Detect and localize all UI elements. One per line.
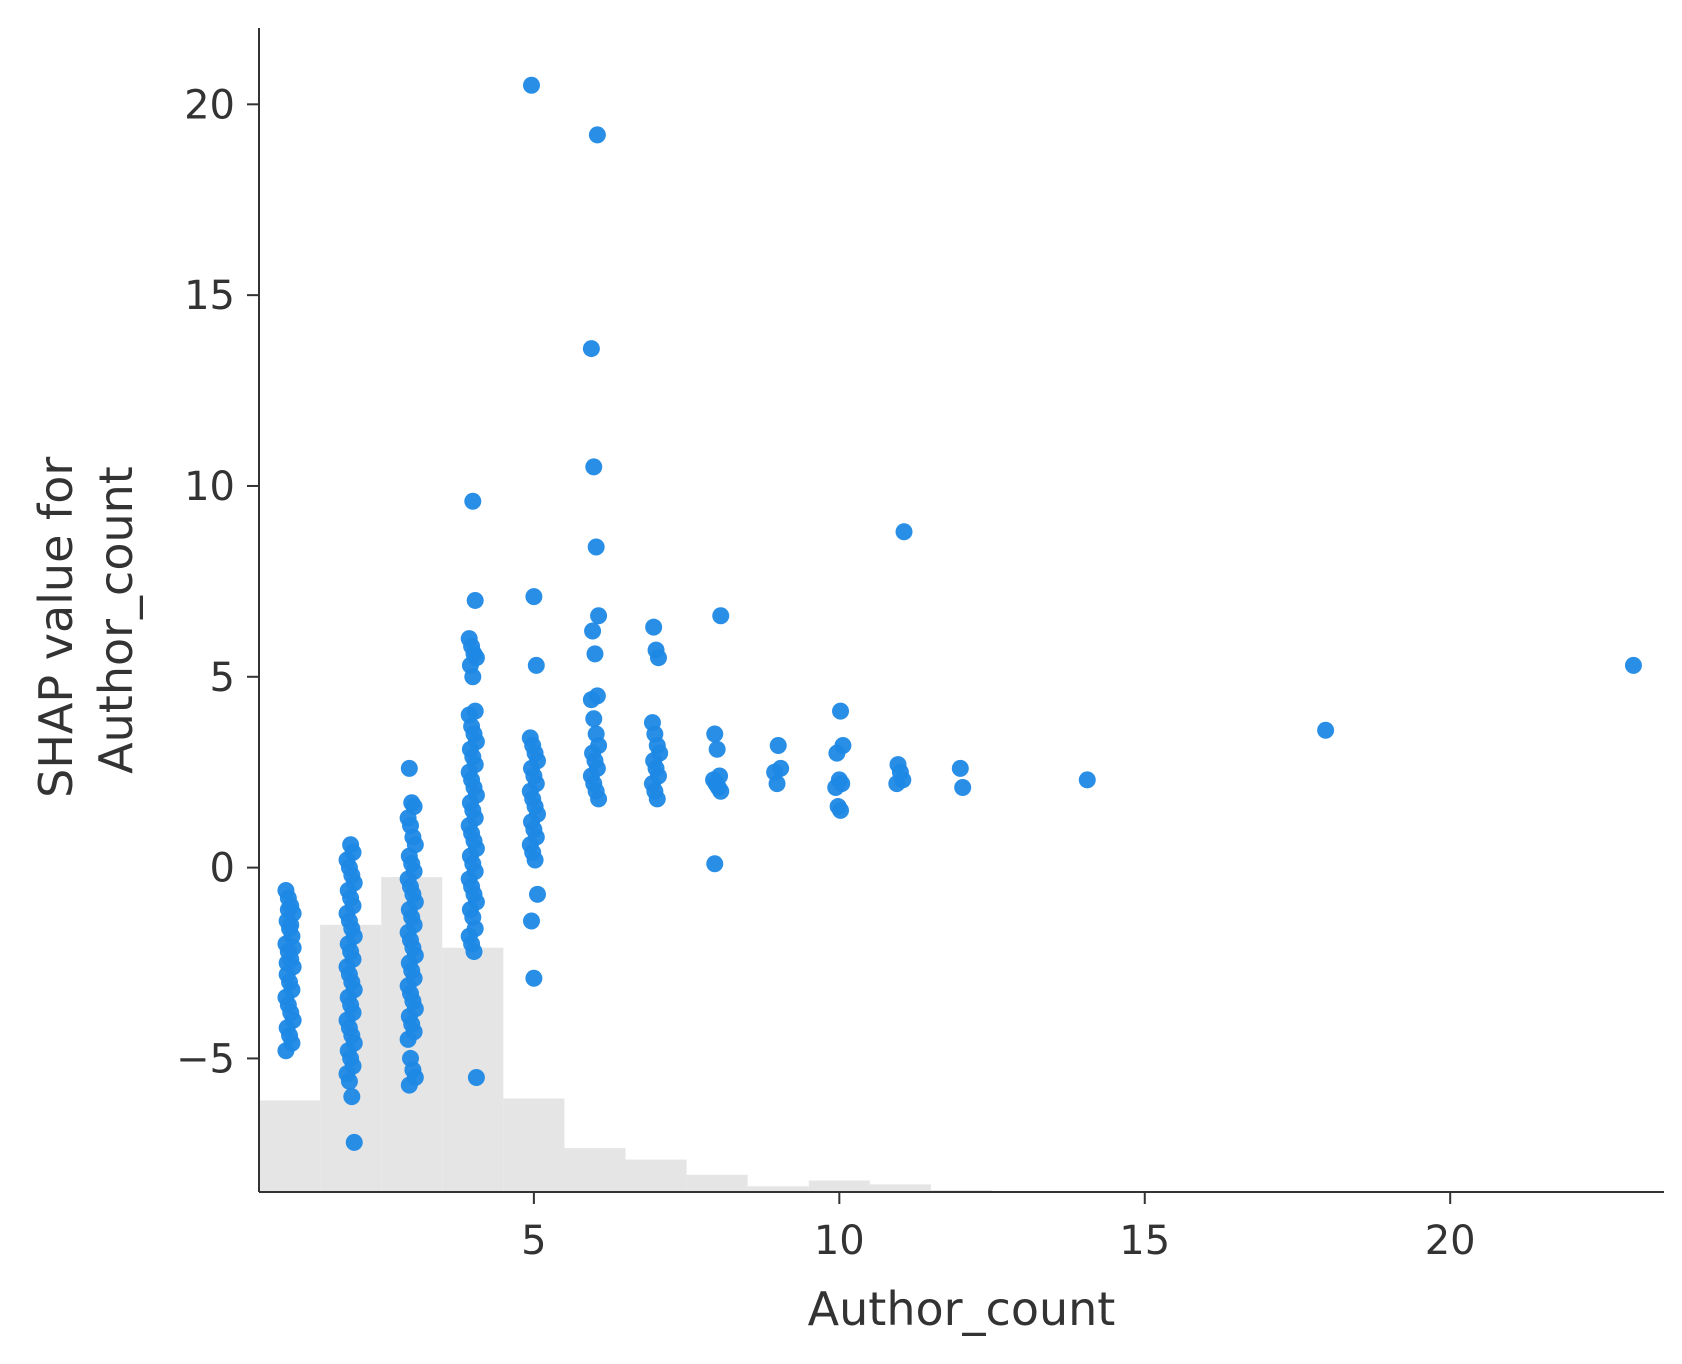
scatter-point xyxy=(525,969,543,987)
histogram-bar-7 xyxy=(686,1174,748,1192)
x-ticks: 5 10 15 20 xyxy=(521,1192,1476,1264)
scatter-point xyxy=(888,775,906,793)
scatter-point xyxy=(465,943,483,961)
scatter-point xyxy=(645,618,663,636)
x-tick-label: 5 xyxy=(521,1218,546,1264)
y-tick-label: 20 xyxy=(184,82,235,128)
y-tick-label: 15 xyxy=(184,273,235,319)
scatter-point xyxy=(588,126,606,144)
scatter-point xyxy=(1078,771,1096,789)
scatter-point xyxy=(585,710,603,728)
scatter-point xyxy=(582,691,600,709)
scatter-point xyxy=(590,790,608,808)
scatter-point xyxy=(522,912,540,930)
scatter-point xyxy=(464,492,482,510)
scatter-point xyxy=(466,591,484,609)
scatter-point xyxy=(345,1133,363,1151)
scatter-point xyxy=(400,759,418,777)
histogram-bar-5 xyxy=(564,1148,626,1192)
scatter-point xyxy=(832,801,850,819)
scatter-point xyxy=(525,588,543,606)
scatter-point xyxy=(277,1042,295,1060)
scatter-point xyxy=(1317,721,1335,739)
y-tick-label: −5 xyxy=(176,1036,235,1082)
scatter-point xyxy=(954,778,972,796)
histogram-layer xyxy=(259,877,993,1192)
y-tick-label: 10 xyxy=(184,464,235,510)
scatter-point xyxy=(895,523,913,541)
scatter-point xyxy=(585,458,603,476)
scatter-point xyxy=(827,778,845,796)
scatter-point xyxy=(1624,656,1642,674)
scatter-point xyxy=(343,1088,361,1106)
scatter-point xyxy=(769,736,787,754)
histogram-bar-0 xyxy=(259,1100,321,1192)
scatter-point xyxy=(706,855,724,873)
scatter-point xyxy=(282,916,300,934)
y-tick-label: 0 xyxy=(210,846,235,892)
scatter-point xyxy=(400,1076,418,1094)
scatter-point xyxy=(279,901,297,919)
scatter-point xyxy=(526,851,544,869)
scatter-points-layer xyxy=(277,76,1642,1151)
scatter-point xyxy=(467,1069,485,1087)
scatter-point xyxy=(278,954,296,972)
scatter-point xyxy=(527,656,545,674)
x-axis-label: Author_count xyxy=(808,1282,1116,1336)
scatter-point xyxy=(528,885,546,903)
histogram-bar-9 xyxy=(808,1180,870,1192)
scatter-point xyxy=(587,538,605,556)
scatter-point xyxy=(648,790,666,808)
histogram-bar-10 xyxy=(869,1184,931,1192)
scatter-point xyxy=(284,939,302,957)
scatter-point xyxy=(706,725,724,743)
scatter-point xyxy=(590,607,608,625)
scatter-point xyxy=(712,607,730,625)
scatter-point xyxy=(708,740,726,758)
x-tick-label: 15 xyxy=(1119,1218,1170,1264)
scatter-point xyxy=(399,1030,417,1048)
histogram-bar-8 xyxy=(747,1186,809,1192)
scatter-point xyxy=(832,702,850,720)
scatter-point xyxy=(582,340,600,358)
scatter-point xyxy=(340,1072,358,1090)
y-axis-label: SHAP value for Author_count xyxy=(29,442,143,798)
y-tick-label: 5 xyxy=(210,655,235,701)
scatter-point xyxy=(768,775,786,793)
scatter-point xyxy=(586,645,604,663)
scatter-point xyxy=(584,622,602,640)
scatter-point xyxy=(522,76,540,94)
y-axis-label-line-1: SHAP value for xyxy=(29,457,83,798)
y-axis-label-line-2: Author_count xyxy=(89,466,143,774)
scatter-point xyxy=(951,759,969,777)
x-tick-label: 10 xyxy=(814,1218,865,1264)
scatter-point xyxy=(712,782,730,800)
axes-layer xyxy=(258,28,1664,1193)
y-ticks: −5 0 5 10 15 20 xyxy=(176,82,259,1082)
scatter-point xyxy=(464,668,482,686)
histogram-bar-6 xyxy=(625,1159,687,1192)
x-tick-label: 20 xyxy=(1425,1218,1476,1264)
histogram-bar-4 xyxy=(503,1098,565,1192)
scatter-point xyxy=(649,649,667,667)
scatter-point xyxy=(828,744,846,762)
